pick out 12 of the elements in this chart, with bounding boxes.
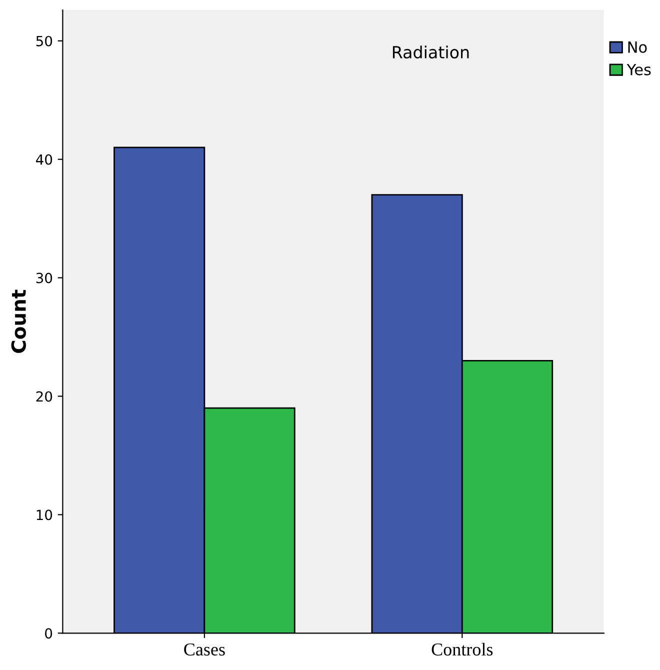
x-tick-label: Cases [184, 643, 225, 656]
x-tick-label: Controls [432, 642, 493, 656]
y-tick-label: 20 [36, 391, 52, 402]
y-tick-label: 50 [36, 36, 52, 46]
y-axis-title: Count [11, 290, 26, 353]
y-tick-label: 10 [36, 510, 52, 520]
legend-title: Radiation [392, 46, 469, 59]
y-tick-label: 0 [45, 628, 52, 639]
legend-label: No [628, 42, 647, 53]
legend-label: Yes [626, 64, 651, 76]
y-tick-label: 40 [36, 154, 52, 165]
y-tick-label: 30 [36, 272, 52, 284]
